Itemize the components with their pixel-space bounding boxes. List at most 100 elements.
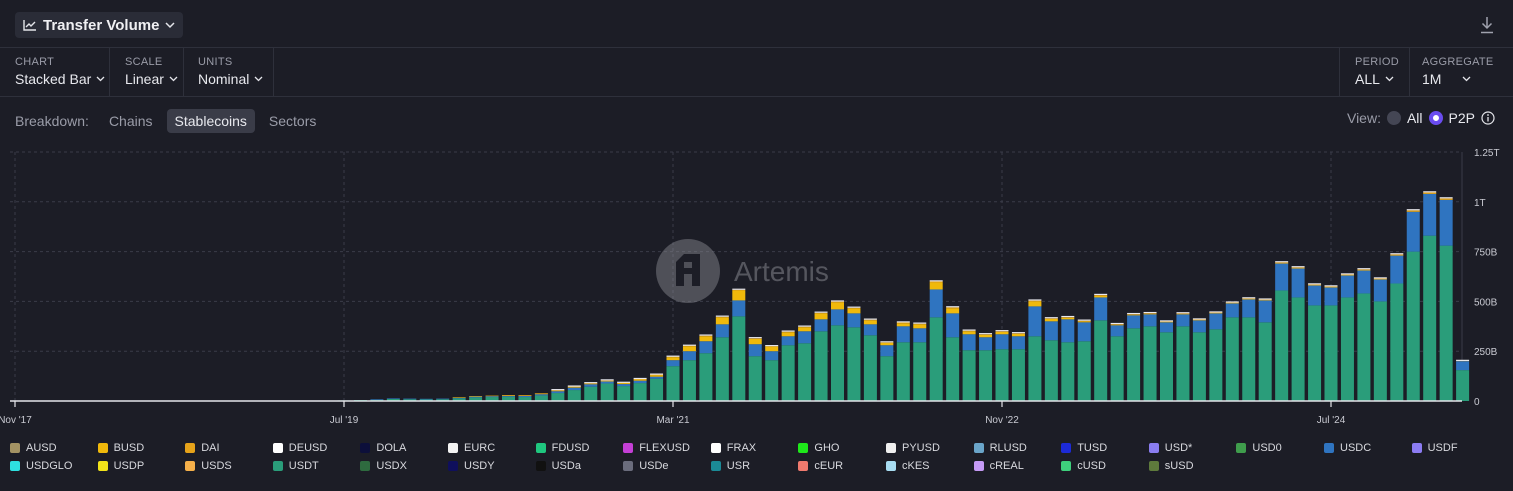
- legend-item[interactable]: USDe: [623, 459, 669, 473]
- bar-busd[interactable]: [831, 302, 844, 310]
- bar-other[interactable]: [1357, 268, 1371, 270]
- legend-item[interactable]: DOLA: [360, 441, 406, 455]
- bar-dai[interactable]: [502, 395, 515, 396]
- bar-usdt[interactable]: [1094, 320, 1108, 401]
- bar-usdt[interactable]: [765, 360, 779, 401]
- bar-dai[interactable]: [584, 383, 598, 384]
- bar-other[interactable]: [831, 300, 844, 302]
- bar-busd[interactable]: [896, 323, 910, 327]
- bar-usdc[interactable]: [798, 331, 812, 344]
- bar-usdc[interactable]: [1077, 322, 1091, 342]
- title-dropdown[interactable]: Transfer Volume: [15, 12, 184, 38]
- bar-busd[interactable]: [1143, 313, 1157, 315]
- bar-usdc[interactable]: [682, 351, 696, 361]
- bar-other[interactable]: [814, 311, 828, 313]
- bar-dai[interactable]: [929, 281, 943, 283]
- legend-item[interactable]: USDGLO: [10, 459, 72, 473]
- legend-item[interactable]: sUSD: [1148, 459, 1194, 473]
- bar-other[interactable]: [715, 315, 729, 317]
- legend-item[interactable]: cREAL: [973, 459, 1024, 473]
- legend-item[interactable]: USDT: [272, 459, 319, 473]
- bar-usdt[interactable]: [1225, 317, 1239, 401]
- bar-busd[interactable]: [946, 308, 960, 314]
- legend-item[interactable]: cUSD: [1061, 459, 1106, 473]
- bar-dai[interactable]: [962, 330, 976, 332]
- bar-busd[interactable]: [715, 317, 729, 325]
- bar-usdc[interactable]: [715, 324, 729, 338]
- bar-dai[interactable]: [715, 316, 729, 318]
- legend-item[interactable]: cEUR: [798, 459, 843, 473]
- bar-other[interactable]: [1160, 320, 1173, 322]
- bar-usdt[interactable]: [1258, 322, 1272, 401]
- bar-usdc[interactable]: [633, 380, 647, 384]
- bar-busd[interactable]: [1061, 317, 1075, 320]
- bar-other[interactable]: [1373, 277, 1387, 279]
- bar-other[interactable]: [617, 381, 631, 383]
- bar-usdt[interactable]: [1456, 370, 1470, 401]
- bar-usdt[interactable]: [699, 353, 713, 401]
- bar-usdt[interactable]: [1324, 305, 1338, 401]
- bar-dai[interactable]: [765, 346, 779, 347]
- bar-dai[interactable]: [732, 289, 746, 291]
- bar-dai[interactable]: [781, 331, 795, 333]
- bar-usdc[interactable]: [1373, 279, 1387, 302]
- bar-usdt[interactable]: [995, 349, 1009, 401]
- bar-other[interactable]: [863, 318, 877, 320]
- bar-usdc[interactable]: [617, 384, 631, 387]
- bar-other[interactable]: [1176, 312, 1190, 314]
- bar-usdt[interactable]: [403, 399, 417, 401]
- bar-busd[interactable]: [798, 327, 812, 332]
- bar-usdt[interactable]: [1242, 317, 1256, 401]
- breakdown-option-stablecoins[interactable]: Stablecoins: [166, 109, 255, 133]
- legend-item[interactable]: FDUSD: [535, 441, 589, 455]
- bar-busd[interactable]: [650, 375, 664, 377]
- bar-usdt[interactable]: [469, 397, 483, 401]
- bar-usdc[interactable]: [403, 398, 417, 400]
- bar-other[interactable]: [1094, 293, 1108, 296]
- bar-usdt[interactable]: [748, 356, 762, 401]
- bar-usdc[interactable]: [1225, 303, 1239, 318]
- bar-usdc[interactable]: [929, 289, 943, 318]
- bar-usdc[interactable]: [831, 309, 844, 326]
- aggregate-select[interactable]: AGGREGATE 1M: [1409, 48, 1513, 97]
- bar-dai[interactable]: [1209, 312, 1223, 314]
- bar-dai[interactable]: [1357, 269, 1371, 271]
- bar-busd[interactable]: [732, 290, 746, 301]
- bar-dai[interactable]: [1324, 286, 1338, 288]
- bar-other[interactable]: [1439, 197, 1453, 199]
- bar-busd[interactable]: [666, 357, 680, 361]
- bar-usdt[interactable]: [896, 342, 910, 401]
- bar-usdt[interactable]: [1143, 326, 1157, 401]
- bar-usdt[interactable]: [567, 390, 581, 401]
- breakdown-option-chains[interactable]: Chains: [108, 113, 153, 129]
- bar-usdt[interactable]: [732, 316, 746, 401]
- bar-other[interactable]: [1209, 311, 1223, 313]
- bar-other[interactable]: [1406, 209, 1420, 211]
- bar-usdc[interactable]: [485, 396, 499, 398]
- bar-busd[interactable]: [1011, 333, 1025, 337]
- bar-usdt[interactable]: [1357, 293, 1371, 401]
- bar-usdc[interactable]: [666, 360, 680, 367]
- bar-dai[interactable]: [1258, 299, 1272, 301]
- bar-usdt[interactable]: [1044, 340, 1058, 401]
- bar-dai[interactable]: [995, 331, 1009, 332]
- bar-other[interactable]: [600, 379, 614, 381]
- bar-busd[interactable]: [1127, 314, 1141, 316]
- bar-other[interactable]: [650, 373, 664, 375]
- bar-busd[interactable]: [913, 324, 927, 329]
- legend-item[interactable]: USDF: [1411, 441, 1458, 455]
- bar-other[interactable]: [913, 322, 927, 324]
- bar-usdt[interactable]: [880, 356, 894, 401]
- bar-busd[interactable]: [1077, 321, 1091, 323]
- bar-other[interactable]: [699, 334, 713, 336]
- download-icon[interactable]: [1479, 16, 1495, 34]
- bar-usdt[interactable]: [502, 396, 515, 401]
- bar-usdc[interactable]: [1340, 275, 1354, 298]
- bar-busd[interactable]: [682, 346, 696, 352]
- bar-other[interactable]: [633, 377, 647, 380]
- legend-item[interactable]: FLEXUSD: [623, 441, 690, 455]
- bar-usdc[interactable]: [1127, 315, 1141, 329]
- bar-other[interactable]: [748, 337, 762, 339]
- bar-other[interactable]: [929, 280, 943, 282]
- bar-busd[interactable]: [551, 390, 565, 392]
